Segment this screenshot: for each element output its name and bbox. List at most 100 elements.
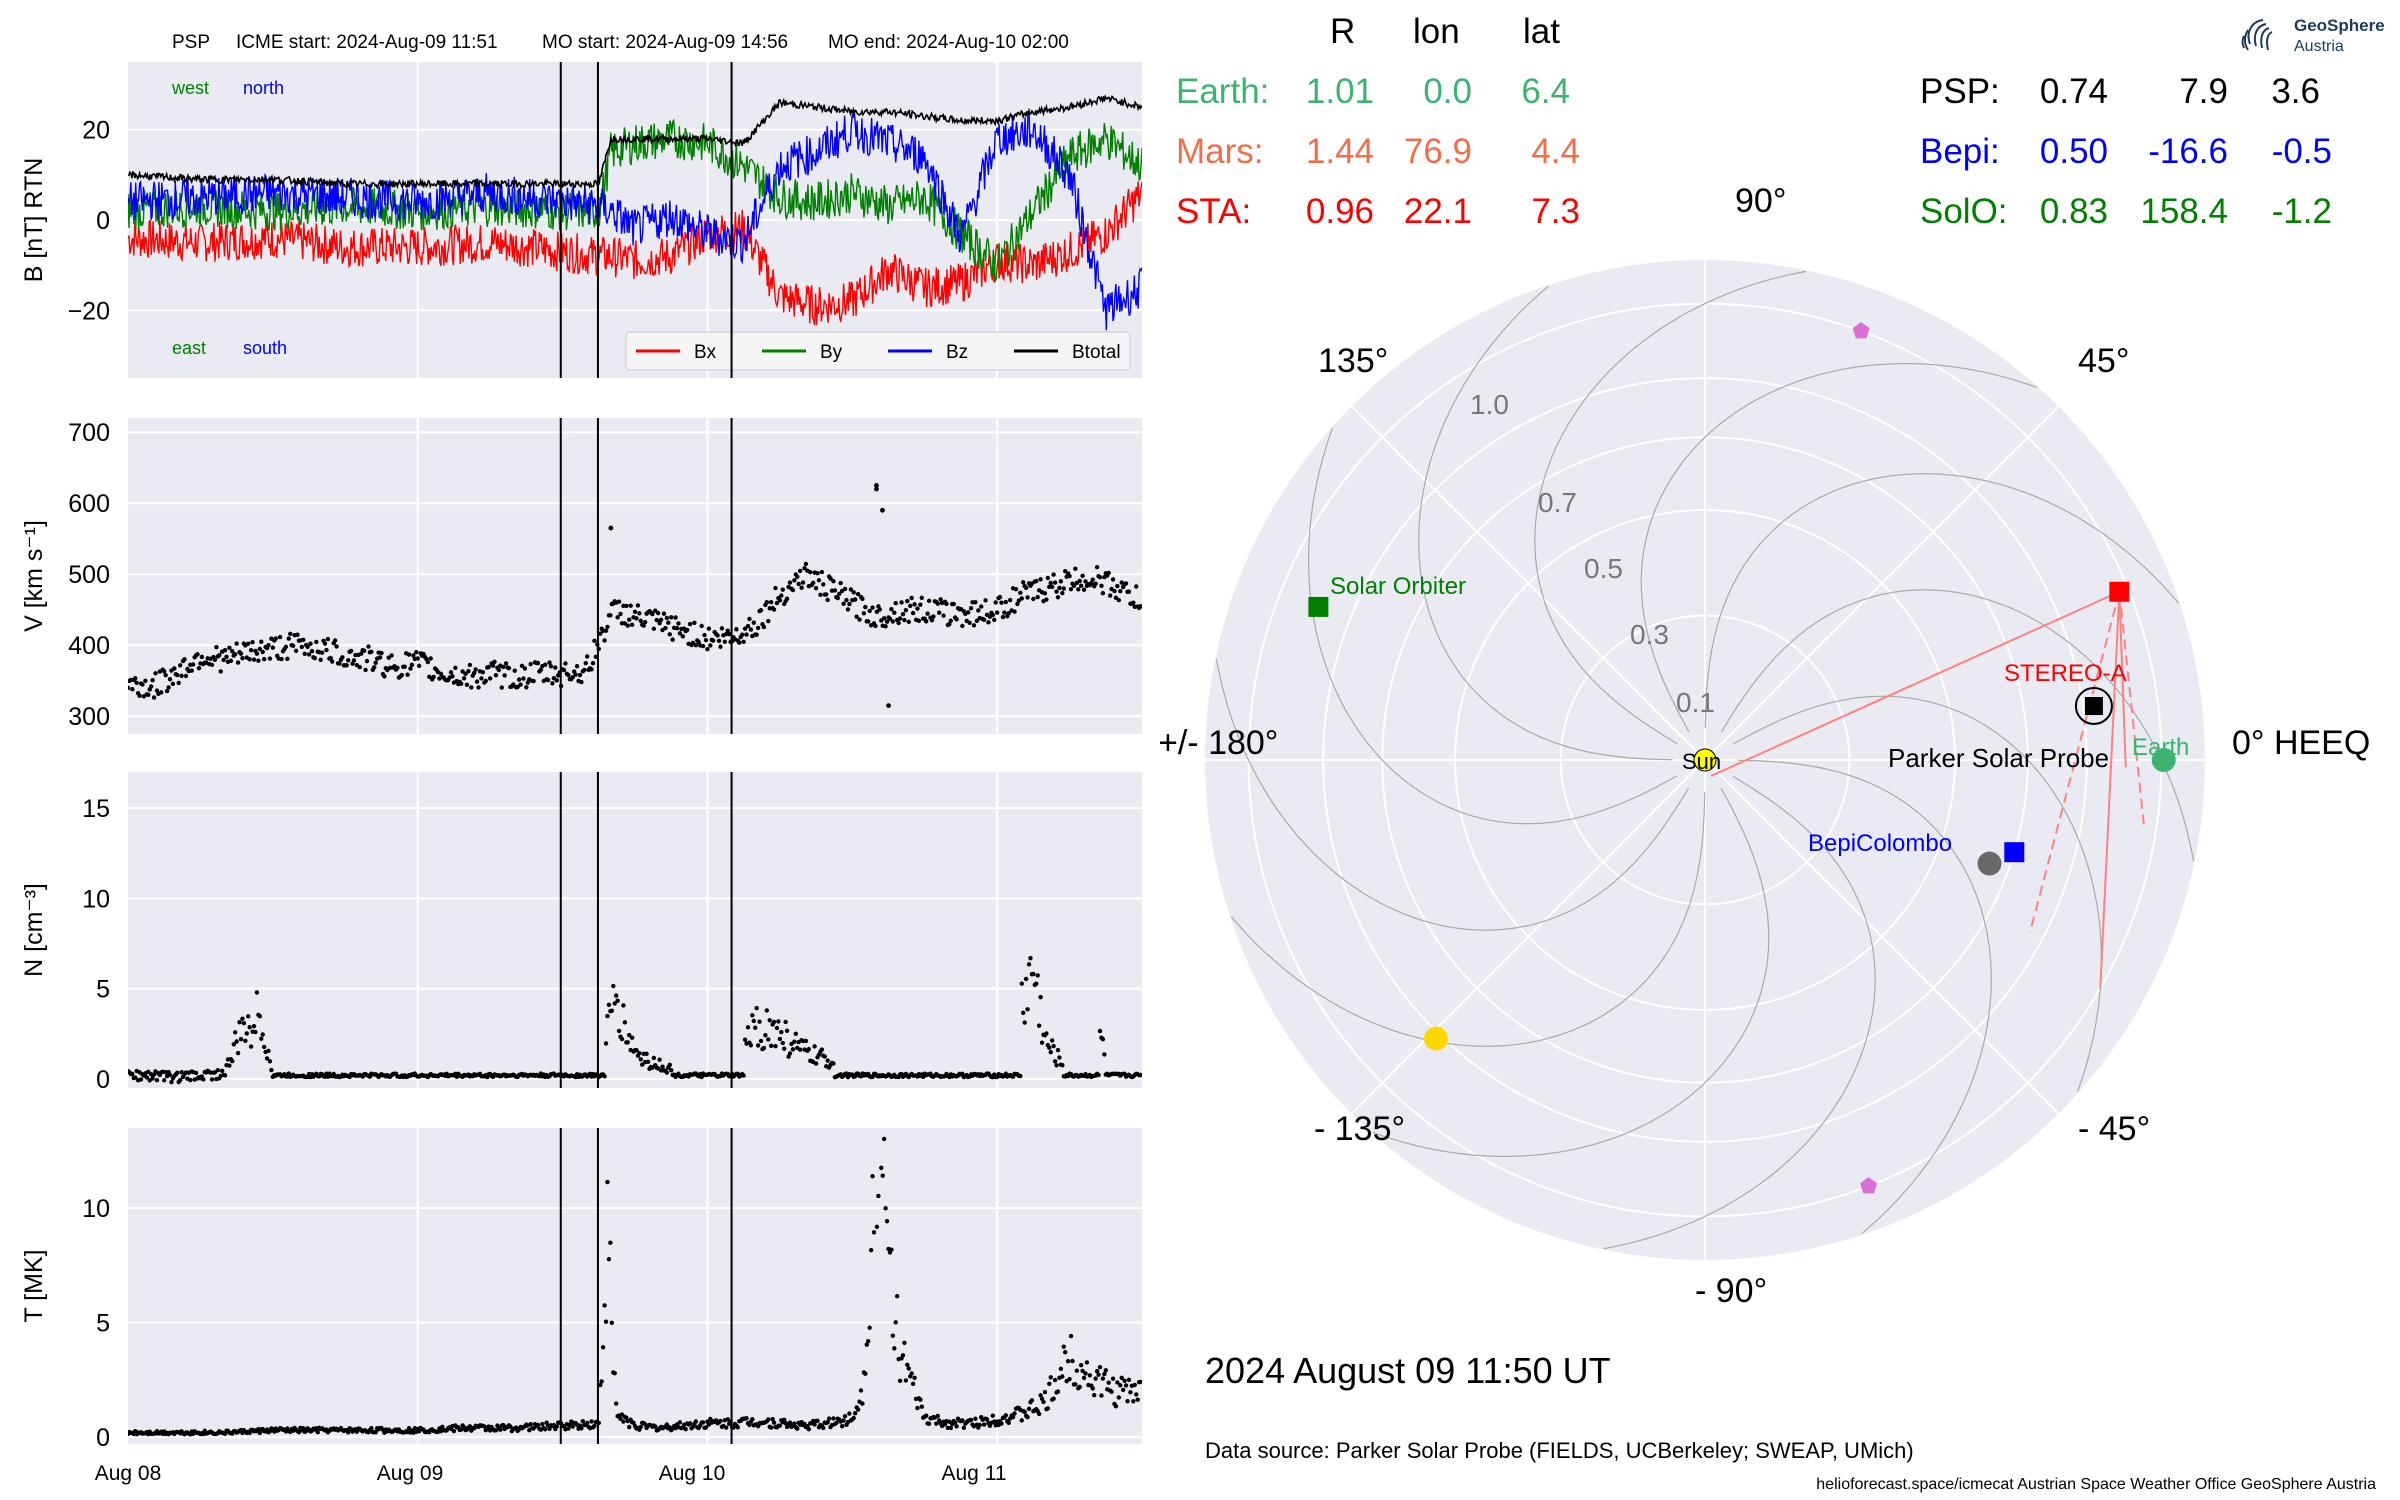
data-point [408, 666, 413, 671]
data-point [269, 1067, 274, 1073]
data-point [748, 627, 754, 632]
data-point [692, 620, 697, 626]
data-point [1029, 1398, 1035, 1403]
psp-ring-marker [2074, 687, 2113, 726]
plot-area [128, 94, 1142, 331]
data-point [1080, 573, 1085, 579]
data-point [535, 660, 541, 666]
data-point [244, 1031, 249, 1036]
data-point [635, 603, 641, 608]
data-point [232, 1030, 238, 1035]
data-point [250, 640, 255, 645]
data-point [1015, 601, 1020, 607]
data-point [739, 632, 745, 637]
data-point [538, 667, 544, 672]
y-tick-label: 700 [68, 419, 110, 447]
data-point [981, 617, 987, 623]
data-point [351, 658, 357, 663]
series-line-bx [128, 181, 1142, 326]
data-point [687, 621, 693, 627]
angular-gridline [1704, 405, 2060, 761]
data-point [1099, 583, 1104, 589]
data-point [561, 667, 567, 673]
data-point [931, 614, 936, 619]
data-point [677, 631, 683, 636]
data-point [592, 1423, 597, 1429]
data-point [828, 576, 833, 581]
y-tick-label: 20 [82, 117, 110, 145]
data-point [319, 650, 325, 655]
data-point [548, 664, 554, 669]
data-point [460, 669, 465, 674]
data-point [603, 1041, 609, 1046]
data-point [870, 1174, 875, 1179]
data-point [1061, 586, 1066, 591]
label-sun: Sun [1682, 749, 1721, 774]
data-point-outlier [886, 703, 891, 708]
data-point [154, 1078, 160, 1083]
data-point [666, 620, 671, 625]
data-point [873, 623, 878, 629]
data-point [1100, 591, 1106, 596]
data-point [837, 591, 842, 597]
data-point [254, 651, 260, 656]
data-point [774, 1025, 780, 1031]
data-point [1113, 1404, 1119, 1409]
data-point [680, 634, 686, 639]
data-point [748, 1043, 754, 1048]
data-point [373, 660, 378, 665]
data-point [889, 1247, 894, 1252]
data-point [654, 617, 659, 623]
legend-box [625, 331, 1131, 371]
data-point [167, 1072, 173, 1078]
data-point [314, 639, 319, 645]
data-point [884, 1218, 890, 1224]
data-point [128, 685, 131, 691]
data-point [151, 695, 157, 700]
data-point [831, 1061, 836, 1066]
label-bepicolombo: BepiColombo [1808, 830, 1952, 857]
data-point [893, 600, 898, 606]
data-point [852, 597, 858, 602]
data-point [867, 1325, 872, 1330]
data-point [877, 607, 883, 612]
data-point [535, 1422, 541, 1428]
data-point [863, 604, 868, 610]
data-point [1025, 595, 1030, 600]
data-point [624, 603, 629, 609]
data-point [1103, 1368, 1108, 1373]
data-point [845, 607, 851, 612]
data-point [1118, 589, 1123, 594]
data-point [744, 632, 749, 637]
data-point [461, 676, 467, 681]
x-tick-label-aug11: Aug 11 [942, 1462, 1007, 1485]
parker-spiral-line [1534, 270, 1807, 745]
data-point [815, 570, 820, 576]
data-point [699, 623, 704, 629]
data-point [286, 1071, 291, 1076]
plot-area [128, 483, 1142, 708]
data-point [674, 625, 680, 631]
data-point [806, 1046, 812, 1052]
angle-label-90: 90° [1735, 182, 1786, 220]
data-point [954, 617, 959, 622]
data-point [1081, 1375, 1087, 1381]
data-point [861, 611, 867, 616]
data-point [858, 1388, 864, 1393]
data-point [359, 651, 364, 656]
data-point [1122, 1378, 1127, 1383]
data-point [815, 1418, 820, 1423]
data-point [763, 1033, 768, 1038]
data-point [711, 638, 716, 643]
data-point [625, 1040, 630, 1045]
data-point [906, 619, 911, 625]
series-line-by [128, 118, 1142, 284]
data-point [547, 1426, 552, 1431]
data-point [868, 1247, 874, 1253]
data-point [767, 1018, 772, 1023]
parker-spiral-line [1418, 285, 1673, 761]
data-point [1041, 1399, 1046, 1405]
data-point [1112, 588, 1117, 594]
data-point [971, 623, 977, 628]
data-point [777, 1036, 783, 1042]
